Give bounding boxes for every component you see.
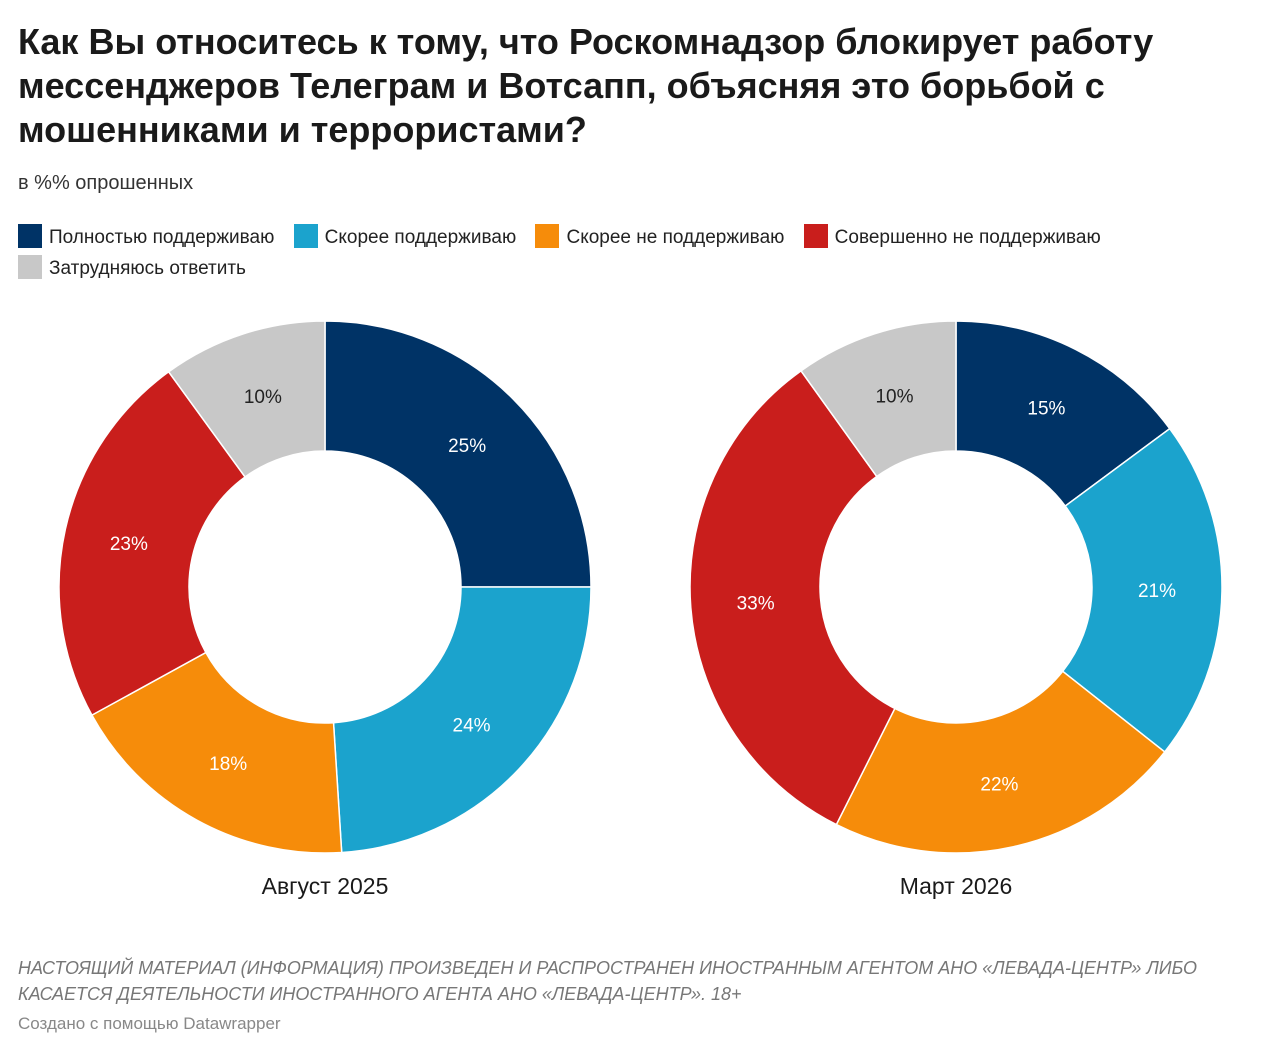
donut-segment [799,320,957,478]
segment-value-label: 15% [1027,398,1065,419]
legend-label: Полностью поддерживаю [49,227,275,248]
datawrapper-credit: Создано с помощью Datawrapper [18,1014,281,1033]
segment-value-label: 22% [980,774,1018,795]
donut-segment [332,586,592,854]
donut-segment [90,651,343,854]
legend-label: Совершенно не поддерживаю [834,227,1101,248]
donut-segment [58,370,247,717]
legend: Полностью поддерживаю Скорее поддерживаю… [18,222,1138,284]
legend-item: Скорее поддерживаю [293,224,517,248]
legend-label: Скорее поддерживаю [324,227,517,248]
donut-title: Август 2025 [262,873,389,899]
segment-value-label: 24% [453,716,491,737]
chart-title: Как Вы относитесь к тому, что Роскомнадз… [18,21,1154,150]
legend-swatch [18,255,42,279]
donut-title: Март 2026 [900,873,1013,899]
segment-value-label: 33% [737,594,775,615]
legend-item: Совершенно не поддерживаю [803,224,1101,248]
donut-charts: 25% 24% 18% 23% 10% Август 2025 15% 21% 22% 33% 10… [58,320,1223,899]
donut-segment [324,320,592,588]
donut-segment [167,320,326,479]
legend-item: Затрудняюсь ответить [18,255,246,279]
legend-swatch [535,224,560,248]
legend-item: Скорее не поддерживаю [535,224,785,248]
foreign-agent-notice: НАСТОЯЩИЙ МАТЕРИАЛ (ИНФОРМАЦИЯ) ПРОИЗВЕД… [18,958,1197,1004]
segment-value-label: 23% [110,534,148,555]
segment-value-label: 10% [244,387,282,408]
legend-label: Затрудняюсь ответить [49,258,246,279]
segment-value-label: 25% [448,436,486,457]
legend-swatch [803,224,828,248]
legend-label: Скорее не поддерживаю [566,227,785,248]
chart-subtitle: в %% опрошенных [18,172,194,194]
legend-swatch [293,224,318,248]
donut-segment [835,670,1166,854]
segment-value-label: 18% [209,754,247,775]
legend-swatch [18,224,42,248]
donut-segment [955,320,1171,508]
donut-segment [689,369,896,826]
segment-value-label: 21% [1138,581,1176,602]
legend-item: Полностью поддерживаю [18,224,275,248]
segment-value-label: 10% [875,387,913,408]
donut-segment [1061,427,1223,753]
